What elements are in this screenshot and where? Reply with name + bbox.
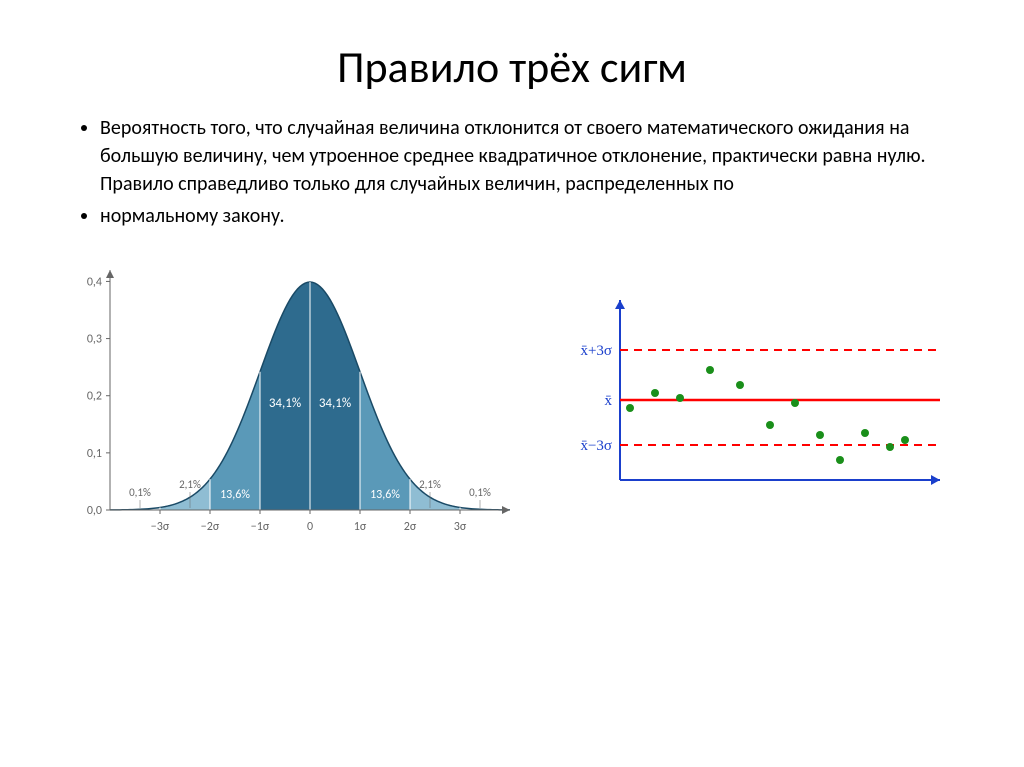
svg-text:−3σ: −3σ <box>151 520 170 534</box>
svg-text:0: 0 <box>307 520 313 534</box>
svg-text:x̄: x̄ <box>605 393 613 409</box>
svg-text:3σ: 3σ <box>454 520 467 534</box>
svg-text:0,1: 0,1 <box>87 447 102 461</box>
svg-text:x̄−3σ: x̄−3σ <box>580 438 612 454</box>
svg-text:13,6%: 13,6% <box>220 488 250 502</box>
svg-text:34,1%: 34,1% <box>319 396 351 411</box>
svg-text:0,1%: 0,1% <box>469 486 491 499</box>
svg-text:0,0: 0,0 <box>87 504 102 518</box>
bullet-item: Вероятность того, что случайная величина… <box>100 114 964 198</box>
svg-text:x̄+3σ: x̄+3σ <box>580 343 612 359</box>
svg-text:0,1%: 0,1% <box>129 486 151 499</box>
svg-text:0,4: 0,4 <box>87 275 102 289</box>
svg-text:0,2: 0,2 <box>87 390 102 404</box>
svg-text:0,3: 0,3 <box>87 333 102 347</box>
svg-text:34,1%: 34,1% <box>269 396 301 411</box>
bullet-item: нормальному закону. <box>100 202 964 230</box>
svg-text:2σ: 2σ <box>404 520 417 534</box>
svg-text:2,1%: 2,1% <box>179 478 201 491</box>
svg-text:−1σ: −1σ <box>251 520 270 534</box>
svg-text:13,6%: 13,6% <box>370 488 400 502</box>
bullet-list: Вероятность того, что случайная величина… <box>60 114 964 230</box>
svg-text:2,1%: 2,1% <box>419 478 441 491</box>
svg-text:−2σ: −2σ <box>201 520 220 534</box>
svg-text:1σ: 1σ <box>354 520 367 534</box>
scatter-band-chart: x̄+3σ x̄ x̄−3σ <box>560 290 940 490</box>
bell-curve-chart: 0,0 0,1 0,2 0,3 0,4 −3σ −2σ −1σ 0 1σ 2σ 3σ 34,1% 34,1… <box>60 260 520 560</box>
page-title: Правило трёх сигм <box>60 40 964 94</box>
